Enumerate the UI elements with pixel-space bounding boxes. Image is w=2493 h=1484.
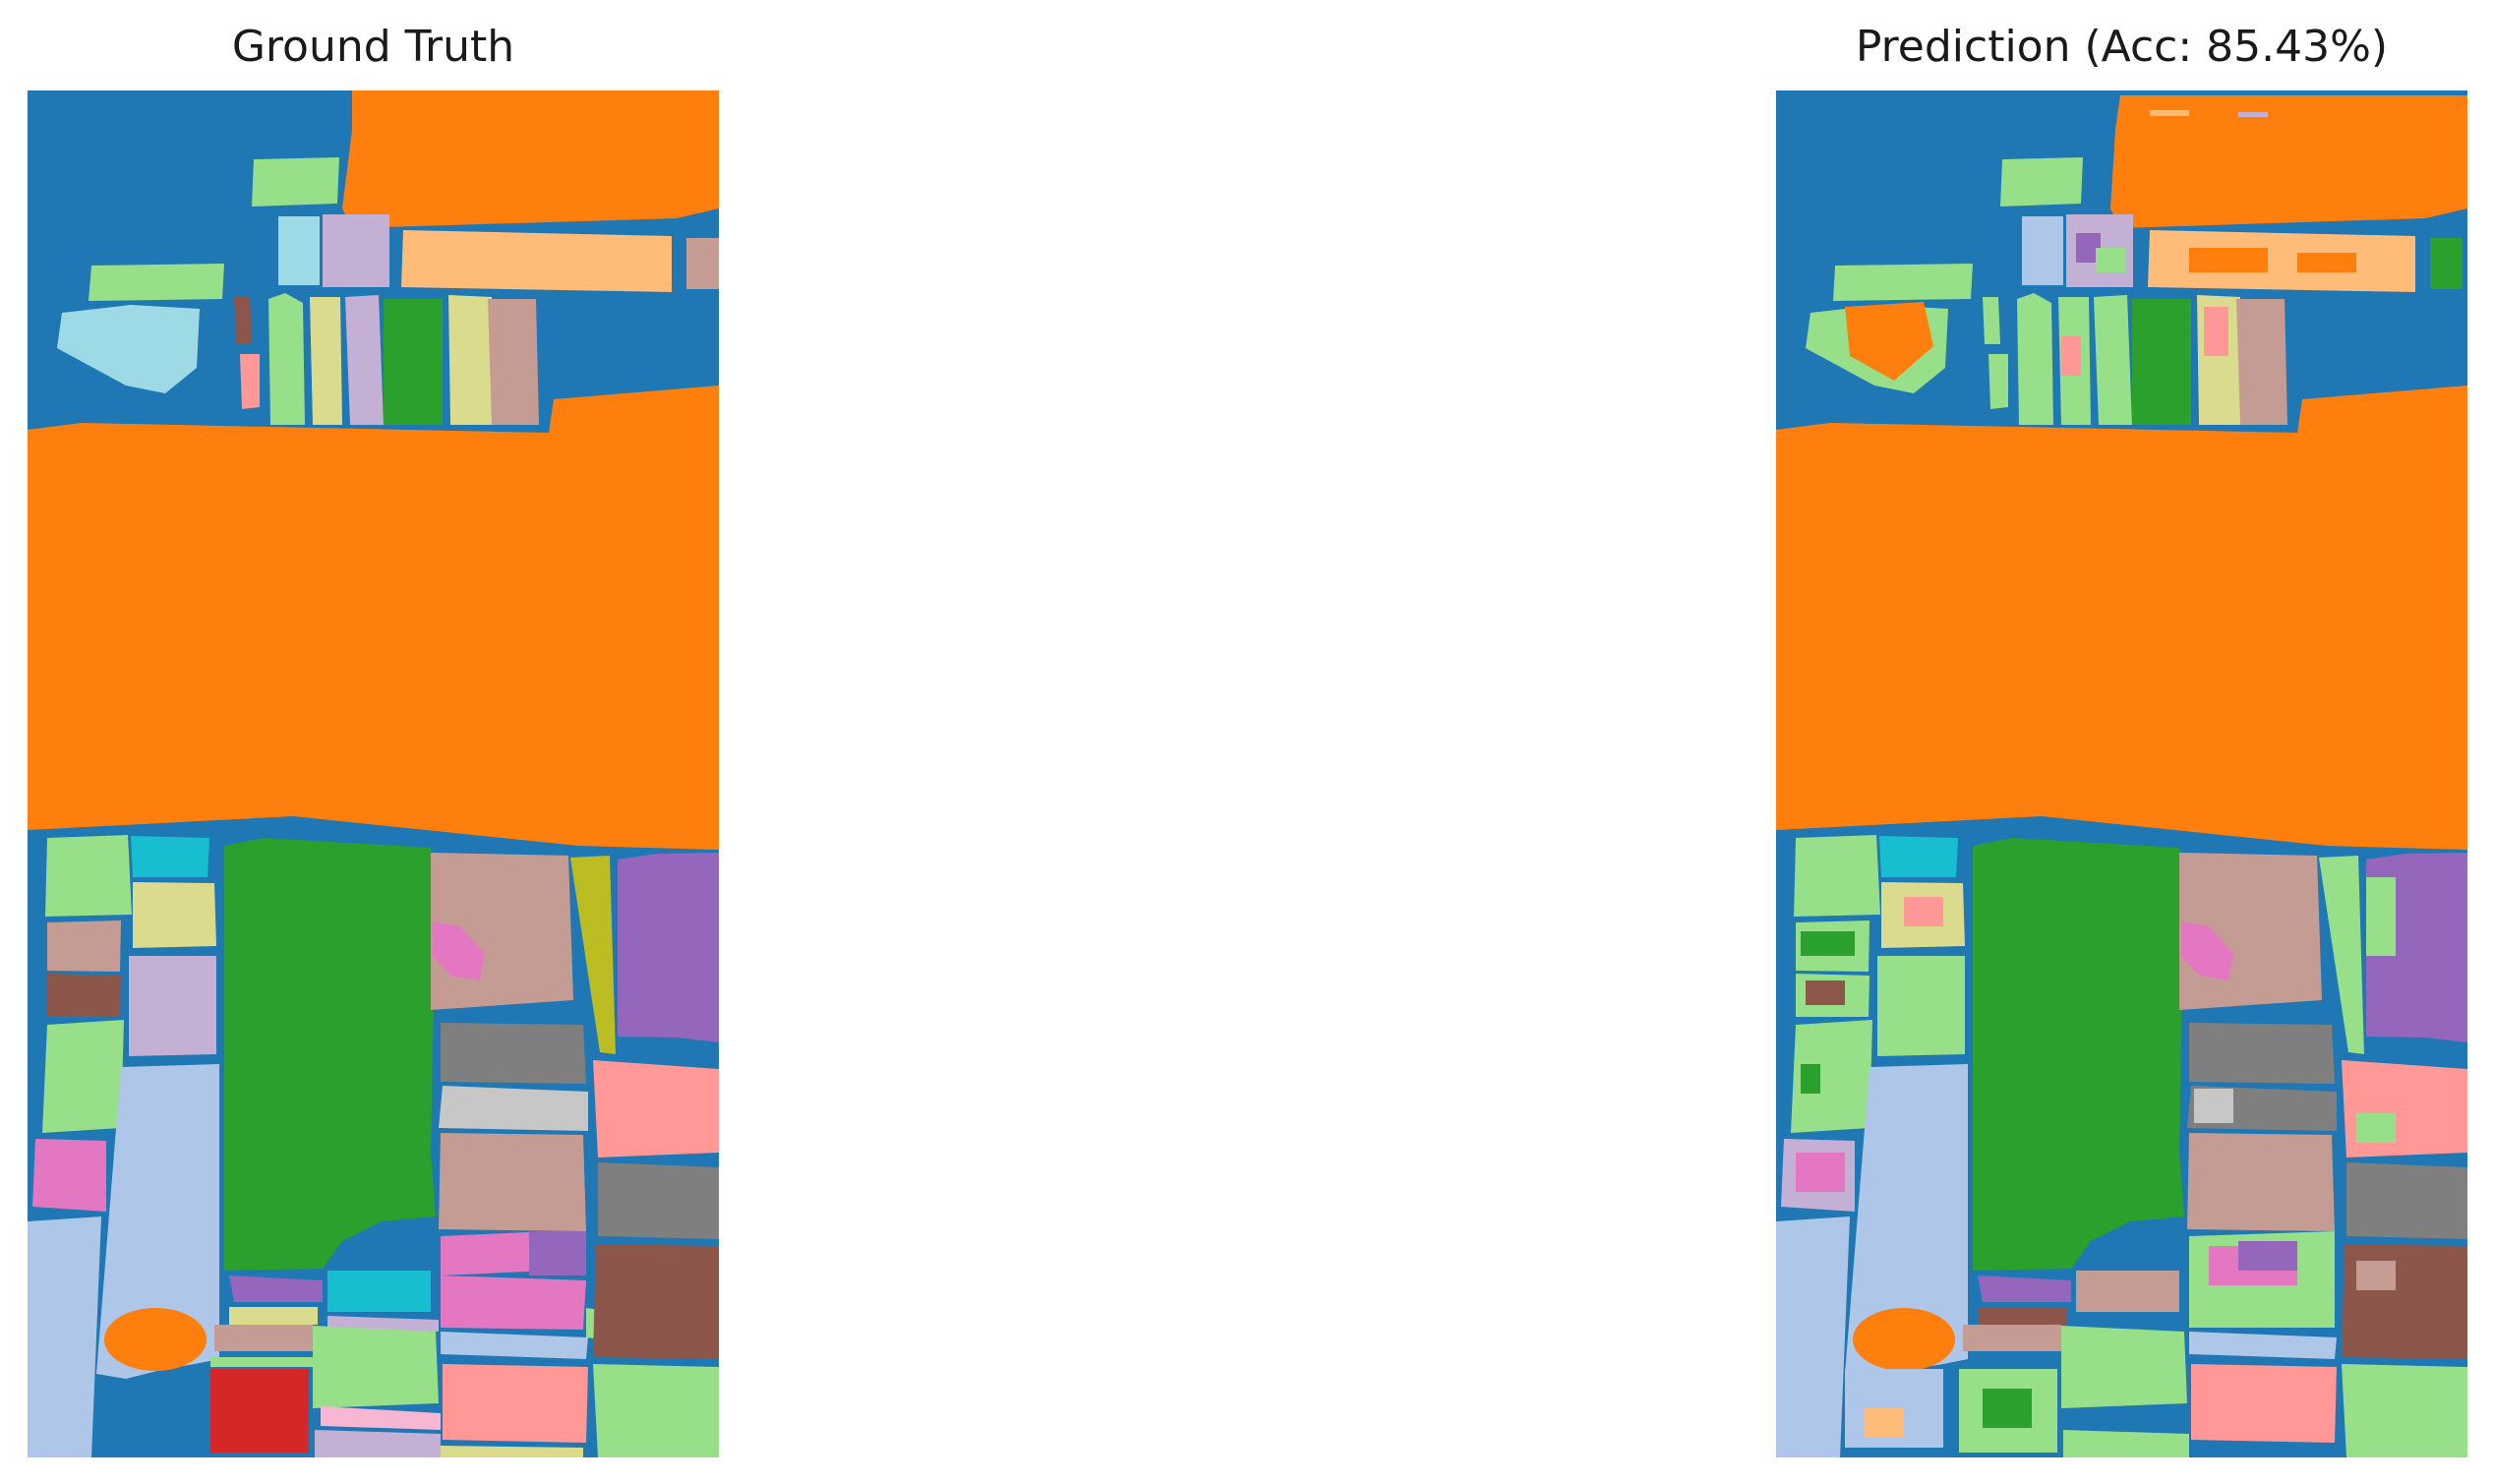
prediction-panel: Prediction (Acc: 85.43%) bbox=[1776, 0, 2467, 1484]
prediction-title: Prediction (Acc: 85.43%) bbox=[1855, 22, 2389, 72]
ground-truth-panel: Ground Truth bbox=[28, 0, 719, 1484]
ground-truth-map bbox=[28, 90, 719, 1457]
ground-truth-title: Ground Truth bbox=[231, 22, 515, 72]
prediction-map bbox=[1776, 90, 2467, 1457]
